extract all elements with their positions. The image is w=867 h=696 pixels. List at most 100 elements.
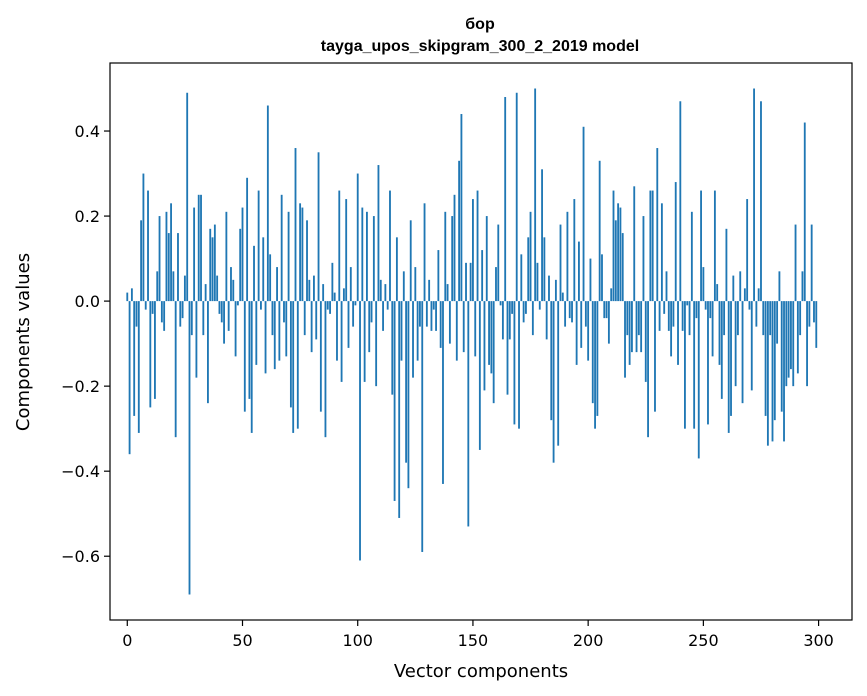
bar xyxy=(207,301,209,404)
bar xyxy=(483,301,486,391)
bar xyxy=(474,301,477,357)
bar xyxy=(550,301,553,421)
bar xyxy=(810,224,813,302)
x-tick-label: 200 xyxy=(573,631,604,650)
bar xyxy=(785,301,788,387)
bar xyxy=(395,237,398,302)
bar xyxy=(511,301,514,314)
bar xyxy=(379,279,382,302)
bar xyxy=(582,126,585,302)
bar xyxy=(619,207,622,302)
bar xyxy=(610,288,613,302)
bar xyxy=(764,301,767,416)
bar xyxy=(223,301,225,344)
bar xyxy=(460,114,463,302)
bar xyxy=(179,301,182,327)
bar xyxy=(776,301,779,344)
bar xyxy=(389,190,391,302)
bar xyxy=(421,301,424,552)
bar xyxy=(310,301,313,353)
bar xyxy=(209,228,212,302)
bar xyxy=(359,301,361,561)
bar xyxy=(260,301,262,310)
bar xyxy=(631,301,633,353)
bar xyxy=(529,211,532,302)
bar xyxy=(720,301,723,399)
bar xyxy=(737,301,739,336)
bar xyxy=(672,301,675,327)
bar xyxy=(342,288,345,302)
bar xyxy=(607,301,610,344)
bar xyxy=(412,301,414,378)
bar xyxy=(336,301,338,361)
bar xyxy=(151,301,154,314)
bar xyxy=(575,301,578,365)
bar xyxy=(492,301,495,404)
bar xyxy=(649,190,652,302)
bar xyxy=(559,224,562,302)
bar xyxy=(248,301,251,399)
y-tick-label: −0.6 xyxy=(61,547,100,566)
bar xyxy=(757,288,760,302)
bar xyxy=(815,301,818,348)
bar xyxy=(513,301,516,425)
bar xyxy=(326,301,329,310)
bar xyxy=(679,101,682,302)
bar xyxy=(543,237,546,302)
bar xyxy=(425,301,428,327)
bar xyxy=(766,301,769,446)
bar xyxy=(718,301,721,365)
bar xyxy=(792,301,795,387)
bar xyxy=(469,262,472,302)
bar xyxy=(156,271,159,302)
bar xyxy=(446,284,449,302)
bar xyxy=(384,284,387,302)
bars-group xyxy=(126,88,818,595)
bar xyxy=(340,301,343,382)
bar xyxy=(289,301,292,408)
bar xyxy=(626,301,629,336)
bar xyxy=(508,301,511,340)
bar xyxy=(571,301,573,323)
bar xyxy=(200,194,202,302)
bar xyxy=(803,122,806,302)
bar xyxy=(748,301,751,310)
bar xyxy=(195,301,198,378)
bar xyxy=(167,233,170,302)
bar xyxy=(227,301,230,331)
bar xyxy=(531,301,534,336)
bar xyxy=(732,275,735,302)
bar xyxy=(444,211,447,302)
bar xyxy=(755,301,758,327)
y-tick-label: 0.0 xyxy=(75,292,100,311)
bar xyxy=(313,275,315,302)
bar xyxy=(243,301,246,412)
bar xyxy=(684,301,686,429)
bar xyxy=(545,301,548,340)
bar xyxy=(495,267,497,302)
bar xyxy=(624,301,626,378)
bar xyxy=(467,301,470,527)
bar xyxy=(356,173,359,302)
bar xyxy=(790,301,792,370)
bar xyxy=(734,301,737,387)
bar xyxy=(306,220,308,302)
bar xyxy=(587,301,590,361)
bar xyxy=(605,301,608,319)
bar xyxy=(589,258,592,302)
bar xyxy=(709,301,712,319)
bar xyxy=(372,216,375,302)
bar xyxy=(269,254,272,302)
bar xyxy=(197,194,200,302)
x-axis-ticks: 0 50 100 150 200 250 300 xyxy=(122,620,834,650)
bar xyxy=(391,301,394,395)
bar xyxy=(700,190,702,302)
bar xyxy=(273,301,276,370)
bar xyxy=(637,301,640,336)
bar xyxy=(677,301,679,365)
bar xyxy=(402,271,405,302)
bar xyxy=(414,267,417,302)
bar xyxy=(730,301,732,416)
bar xyxy=(211,237,214,302)
bar xyxy=(266,105,269,302)
